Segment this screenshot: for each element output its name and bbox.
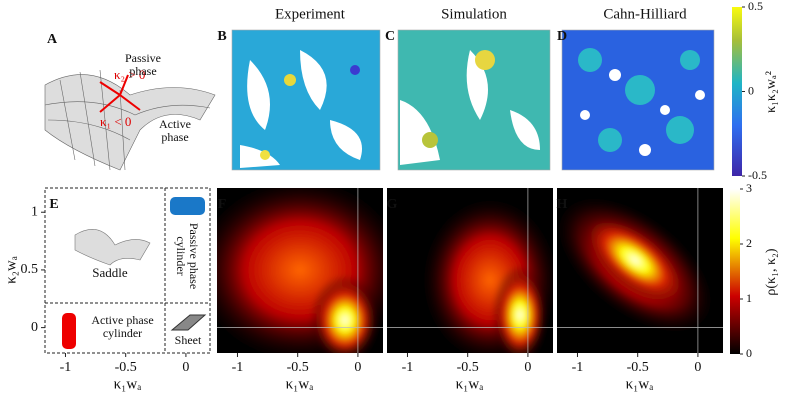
colorbar-tick-label: -0.5 (748, 168, 767, 182)
x-axis-label: κ₁wₐ (626, 376, 654, 392)
saddle-surface (44, 69, 216, 171)
title-cahn-hilliard: Cahn-Hilliard (603, 6, 687, 22)
x-tick-label: -1 (60, 360, 72, 375)
saddle-icon (74, 229, 151, 266)
y-axis-label: κ₂wₐ (3, 256, 19, 284)
panel-label: H (557, 197, 568, 212)
x-axis-label: κ₁wₐ (286, 376, 314, 392)
passive-phase-label: Passive phase (125, 51, 161, 78)
panel-label: A (47, 32, 58, 47)
colorbar-top-label: κ₁κ₂wₐ² (764, 71, 779, 113)
x-tick-label: 0 (354, 360, 361, 375)
panel-label: C (385, 29, 395, 44)
panel-label: G (387, 197, 398, 212)
x-axis-label: κ₁wₐ (114, 376, 142, 392)
colorbar-tick-label: 0 (748, 83, 754, 97)
colorbar-tick-label: 0 (746, 346, 752, 360)
y-tick-label: 0.5 (21, 262, 39, 277)
x-tick-label: 0 (694, 360, 701, 375)
active-cylinder-icon (62, 313, 76, 349)
active-phase-label: Active phase (159, 117, 191, 144)
x-tick-label: 0 (182, 360, 189, 375)
crosshairs (217, 188, 723, 353)
k2-label: κ₂ > 0 (114, 67, 145, 82)
colorbar-tick-label: 0.5 (748, 0, 763, 13)
x-tick-label: -0.5 (627, 360, 649, 375)
panel-label: B (217, 29, 226, 44)
colorbar-bottom-label: ρ(κ₁, κ₂) (764, 248, 779, 296)
title-experiment: Experiment (275, 6, 346, 22)
title-simulation: Simulation (441, 6, 507, 22)
k1-label: κ₁ < 0 (100, 114, 131, 129)
curvature-arrows (99, 74, 141, 113)
y-tick-label: 1 (31, 204, 38, 219)
x-tick-label: -1 (572, 360, 584, 375)
active-cylinder-label: Active phase cylinder (91, 313, 154, 340)
colorbar-bottom (730, 189, 740, 354)
panel-label: D (557, 29, 567, 44)
sheet-label: Sheet (174, 333, 202, 347)
colorbar-top (732, 7, 742, 176)
colorbar-tick-label: 3 (746, 181, 752, 195)
x-tick-label: -0.5 (115, 360, 137, 375)
x-tick-label: 0 (524, 360, 531, 375)
heatmaps (217, 188, 723, 353)
x-axis-label: κ₁wₐ (456, 376, 484, 392)
legend-box (44, 187, 211, 354)
y-tick-label: 0 (31, 320, 38, 335)
x-tick-label: -0.5 (287, 360, 309, 375)
saddle-label: Saddle (92, 265, 128, 280)
passive-cylinder-label: Passive phase cylinder (174, 222, 201, 290)
sheet-icon (170, 314, 207, 331)
passive-cylinder-icon (170, 197, 205, 215)
panel-label: F (218, 197, 227, 212)
x-tick-label: -1 (232, 360, 244, 375)
x-tick-label: -1 (402, 360, 414, 375)
colorbar-tick-label: 2 (746, 236, 752, 250)
panel-label: E (49, 197, 58, 212)
x-tick-label: -0.5 (457, 360, 479, 375)
colorbar-tick-label: 1 (746, 291, 752, 305)
morphology-panels (231, 29, 715, 171)
